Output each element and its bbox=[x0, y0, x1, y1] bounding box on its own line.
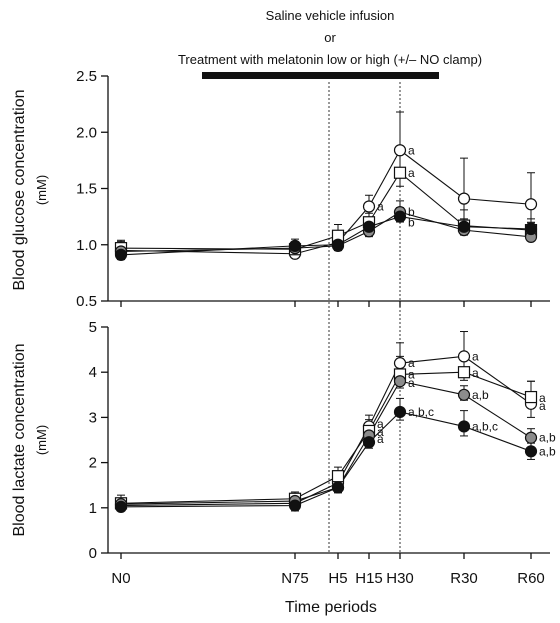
lactate-y-tick-label: 4 bbox=[89, 364, 97, 381]
lactate-significance-label: a bbox=[539, 399, 546, 413]
lactate-point-open-circle bbox=[457, 350, 471, 363]
lactate-y-unit: (mМ) bbox=[34, 425, 49, 455]
lactate-y-tick-label: 5 bbox=[89, 319, 97, 336]
lactate-point-open-circle bbox=[393, 357, 407, 370]
header-line-2: or bbox=[324, 30, 336, 45]
glucose-point-open-circle bbox=[524, 198, 538, 211]
lactate-series-line-open-square bbox=[120, 371, 532, 504]
glucose-point-filled-circle bbox=[362, 220, 376, 233]
glucose-point-filled-circle bbox=[288, 239, 302, 252]
glucose-significance-label: a bbox=[408, 143, 415, 157]
lactate-significance-label: a bbox=[408, 356, 415, 370]
lactate-axes bbox=[107, 327, 550, 554]
lactate-significance-label: a,b bbox=[472, 388, 489, 402]
lactate-y-tick-label: 1 bbox=[89, 500, 97, 517]
glucose-significance-label: a bbox=[377, 200, 384, 214]
glucose-y-tick-label: 1.5 bbox=[76, 181, 97, 198]
lactate-point-grey-circle bbox=[524, 431, 538, 444]
lactate-point-filled-circle bbox=[114, 500, 128, 513]
lactate-point-filled-circle bbox=[331, 481, 345, 494]
glucose-significance-label: a bbox=[408, 166, 415, 180]
glucose-point-filled-circle bbox=[114, 248, 128, 261]
glucose-significance-label: b bbox=[408, 215, 415, 229]
glucose-point-filled-circle bbox=[331, 238, 345, 251]
lactate-series-line-open-circle bbox=[120, 355, 532, 507]
glucose-y-tick-label: 0.5 bbox=[76, 293, 97, 310]
glucose-point-open-circle bbox=[362, 200, 376, 213]
treatment-bar bbox=[202, 72, 439, 79]
glucose-point-filled-circle bbox=[393, 210, 407, 223]
lactate-point-filled-circle bbox=[288, 499, 302, 512]
lactate-point-filled-circle bbox=[457, 420, 471, 433]
lactate-significance-label: a bbox=[539, 391, 546, 405]
lactate-point-open-square bbox=[331, 470, 345, 483]
lactate-point-filled-circle bbox=[524, 445, 538, 458]
lactate-point-filled-circle bbox=[362, 436, 376, 449]
x-tick-label-h15: H15 bbox=[355, 570, 383, 587]
lactate-significance-label: a,b bbox=[539, 444, 556, 458]
glucose-point-open-square bbox=[393, 166, 407, 179]
lactate-y-label: Blood lactate concentration bbox=[11, 343, 28, 536]
x-ticks: N0 N75 H5 H15 H30 R30 R60 bbox=[111, 301, 545, 587]
lactate-point-grey-circle bbox=[393, 375, 407, 388]
x-tick-label-h5: H5 bbox=[328, 570, 347, 587]
lactate-series-line-grey-circle bbox=[120, 380, 532, 505]
y-ticks: 0.5 1.0 1.5 2.0 2.5 0 1 2 3 4 5 bbox=[76, 68, 108, 562]
glucose-y-label: Blood glucose concentration bbox=[11, 89, 28, 290]
header-line-1: Saline vehicle infusion bbox=[266, 8, 395, 23]
lactate-point-grey-circle bbox=[457, 388, 471, 401]
glucose-series-line-open-square bbox=[120, 171, 532, 250]
lactate-point-open-square bbox=[457, 366, 471, 379]
x-tick-label-h30: H30 bbox=[386, 570, 414, 587]
glucose-point-open-circle bbox=[393, 144, 407, 157]
glucose-significance-label: b bbox=[408, 205, 415, 219]
x-tick-label-r60: R60 bbox=[517, 570, 545, 587]
lactate-point-filled-circle bbox=[393, 405, 407, 419]
glucose-y-tick-label: 2.5 bbox=[76, 68, 97, 85]
lactate-significance-label: a,b,c bbox=[408, 405, 434, 419]
lactate-significance-label: a bbox=[472, 366, 479, 380]
x-tick-label-r30: R30 bbox=[450, 570, 478, 587]
glucose-point-filled-circle bbox=[524, 222, 538, 236]
x-tick-label-n0: N0 bbox=[111, 570, 130, 587]
lactate-point-open-square bbox=[524, 390, 538, 404]
lactate-y-tick-label: 3 bbox=[89, 409, 97, 426]
lactate-significance-label: a bbox=[472, 349, 479, 363]
glucose-y-unit: (mМ) bbox=[34, 175, 49, 205]
glucose-point-open-circle bbox=[457, 192, 471, 205]
glucose-y-tick-label: 2.0 bbox=[76, 124, 97, 141]
header-line-3: Treatment with melatonin low or high (+/… bbox=[178, 52, 482, 67]
lactate-significance-label: a bbox=[377, 432, 384, 446]
x-axis-label: Time periods bbox=[285, 599, 377, 616]
lactate-significance-label: a bbox=[408, 367, 415, 381]
lactate-significance-label: a bbox=[408, 376, 415, 390]
glucose-series-line-open-circle bbox=[120, 149, 532, 255]
lactate-y-tick-label: 0 bbox=[89, 545, 97, 562]
glucose-point-filled-circle bbox=[457, 220, 471, 233]
lactate-significance-label: a,b bbox=[539, 431, 556, 445]
lactate-y-tick-label: 2 bbox=[89, 455, 97, 472]
glucose-y-tick-label: 1.0 bbox=[76, 237, 97, 254]
lactate-significance-label: a bbox=[377, 417, 384, 431]
x-tick-label-n75: N75 bbox=[281, 570, 309, 587]
lactate-significance-label: a bbox=[377, 425, 384, 439]
lactate-significance-label: a,b,c bbox=[472, 419, 498, 433]
